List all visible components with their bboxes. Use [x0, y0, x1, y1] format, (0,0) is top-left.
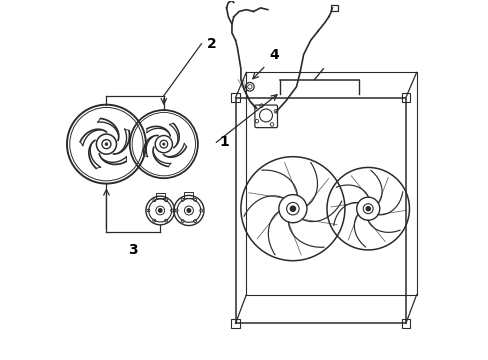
Circle shape: [158, 209, 162, 212]
Text: 2: 2: [206, 37, 216, 51]
Text: 1: 1: [219, 135, 229, 149]
Circle shape: [290, 206, 295, 211]
Text: 4: 4: [269, 48, 279, 62]
Circle shape: [162, 143, 165, 145]
Circle shape: [187, 209, 190, 212]
Circle shape: [105, 143, 108, 146]
Text: 3: 3: [128, 243, 138, 257]
Circle shape: [366, 207, 369, 211]
